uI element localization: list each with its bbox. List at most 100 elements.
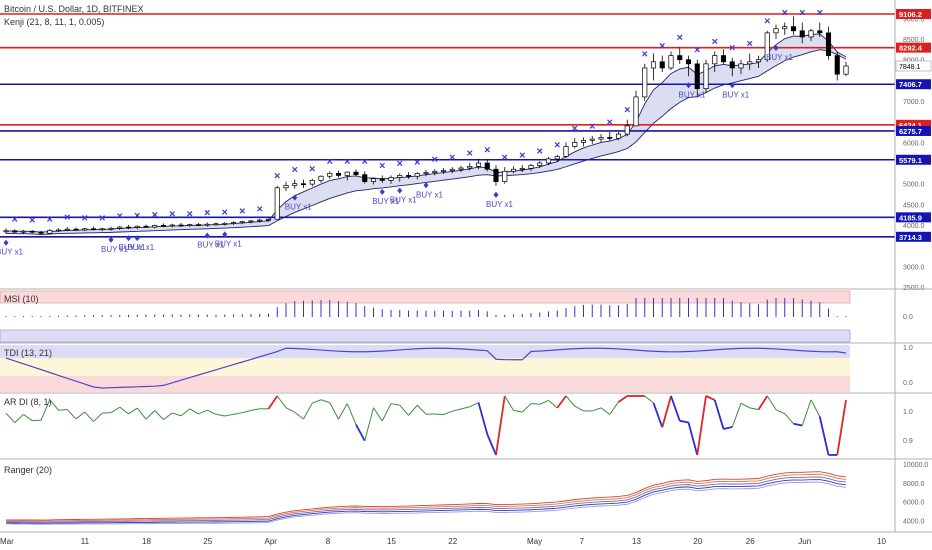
candle-body-20 bbox=[178, 224, 184, 227]
ar-di-segment-52 bbox=[452, 408, 462, 412]
candle-body-45 bbox=[397, 175, 403, 178]
candle-body-53 bbox=[467, 165, 473, 169]
ranger-tick-3: 4000.0 bbox=[903, 519, 925, 526]
ar-di-segment-93 bbox=[810, 399, 821, 417]
candle-body-14 bbox=[125, 226, 132, 229]
candle-body-67 bbox=[589, 138, 595, 141]
signal-x-marker-15 bbox=[134, 212, 140, 219]
candle-body-48 bbox=[423, 172, 429, 174]
candle-body-46 bbox=[405, 175, 412, 177]
price-level-tag-4 bbox=[896, 125, 931, 136]
ar-di-segment-36 bbox=[312, 399, 322, 404]
signal-x-marker-1 bbox=[12, 216, 18, 222]
x-tick-label-9: 7 bbox=[580, 537, 585, 546]
ar-di-segment-89 bbox=[775, 409, 785, 415]
ar-di-segment-17 bbox=[145, 410, 156, 420]
ar-di-segment-69 bbox=[600, 407, 611, 415]
signal-x-marker-59 bbox=[519, 152, 525, 158]
candle-body-90 bbox=[790, 26, 797, 32]
tdi-title: TDI (13, 21) bbox=[4, 348, 52, 358]
y-tick-label-2: 4000.0 bbox=[903, 223, 925, 230]
candle-body-51 bbox=[449, 168, 455, 171]
ar-di-segment-82 bbox=[713, 399, 725, 430]
ar-di-segment-7 bbox=[58, 408, 68, 411]
candle-body-18 bbox=[160, 225, 167, 227]
buy-annotation-7: BUY x1 bbox=[372, 197, 400, 206]
x-tick-label-7: 22 bbox=[448, 537, 457, 546]
ar-di-segment-15 bbox=[128, 407, 138, 415]
signal-x-marker-67 bbox=[589, 123, 595, 129]
ar-di-segment-59 bbox=[513, 409, 523, 413]
candle-body-74 bbox=[650, 61, 657, 69]
candle-body-54 bbox=[475, 162, 482, 167]
candle-body-0 bbox=[3, 230, 9, 233]
candle-body-66 bbox=[580, 139, 587, 143]
ar-di-segment-74 bbox=[644, 395, 654, 404]
signal-x-marker-85 bbox=[747, 40, 753, 47]
y-tick-label-5: 6000.0 bbox=[903, 140, 925, 147]
msi-title: MSI (10) bbox=[4, 294, 39, 304]
candle-body-9 bbox=[82, 228, 88, 231]
ar-di-segment-88 bbox=[766, 395, 777, 411]
ar-di-segment-63 bbox=[548, 400, 558, 409]
ar-di-segment-90 bbox=[784, 413, 794, 425]
ar-di-segment-38 bbox=[329, 402, 339, 420]
ar-di-segment-9 bbox=[75, 411, 86, 420]
candle-body-87 bbox=[764, 32, 770, 61]
candle-body-7 bbox=[64, 228, 70, 231]
ar-di-segment-41 bbox=[355, 424, 366, 442]
tdi-panel: 1.0 0.0 bbox=[0, 345, 913, 392]
signal-x-marker-49 bbox=[432, 156, 438, 162]
candle-body-72 bbox=[633, 96, 639, 127]
candle-body-52 bbox=[458, 167, 464, 170]
candle-body-10 bbox=[90, 228, 97, 231]
candle-body-37 bbox=[327, 173, 333, 177]
ar-di-segment-50 bbox=[434, 413, 444, 416]
x-tick-label-0: Mar bbox=[0, 537, 14, 546]
ar-di-segment-8 bbox=[66, 409, 77, 420]
ar-di-segment-61 bbox=[530, 403, 540, 405]
tdi-mid-zone bbox=[0, 358, 850, 376]
ar-di-title: AR DI (8, 1) bbox=[4, 397, 52, 407]
candle-body-77 bbox=[677, 55, 683, 61]
candle-body-1 bbox=[12, 230, 18, 233]
candle-body-69 bbox=[607, 137, 613, 139]
candle-body-12 bbox=[108, 227, 114, 230]
ar-di-segment-46 bbox=[399, 404, 409, 416]
ar-di-segment-70 bbox=[609, 401, 619, 415]
candle-body-93 bbox=[817, 30, 823, 34]
price-level-tag-0 bbox=[896, 9, 931, 20]
signal-x-marker-27 bbox=[239, 208, 245, 214]
buy-diamond-0 bbox=[3, 239, 9, 246]
last-price-tag bbox=[895, 60, 932, 72]
candle-body-63 bbox=[554, 156, 560, 160]
ar-di-segment-64 bbox=[556, 395, 567, 409]
candle-body-96 bbox=[843, 65, 849, 75]
buy-annotation-3: BUY x1 bbox=[127, 243, 155, 252]
ar-di-segment-84 bbox=[731, 403, 742, 428]
candle-body-82 bbox=[720, 55, 727, 63]
candle-body-56 bbox=[493, 168, 499, 182]
signal-x-marker-17 bbox=[152, 211, 158, 218]
ar-di-segment-32 bbox=[276, 395, 287, 409]
price-level-label-0: 9106.2 bbox=[899, 10, 922, 19]
chart-title: Bitcoin / U.S. Dollar, 1D, BITFINEX bbox=[4, 4, 144, 14]
candle-body-3 bbox=[29, 230, 35, 233]
candle-body-11 bbox=[99, 228, 105, 231]
signal-x-marker-87 bbox=[764, 18, 770, 24]
ar-di-segment-77 bbox=[670, 395, 681, 422]
x-tick-label-5: 8 bbox=[326, 537, 331, 546]
candle-body-4 bbox=[38, 231, 44, 234]
signal-x-marker-9 bbox=[82, 215, 88, 221]
candle-body-25 bbox=[222, 223, 228, 225]
candle-body-44 bbox=[388, 177, 394, 181]
buy-diamond-3 bbox=[134, 235, 140, 242]
candle-body-55 bbox=[484, 162, 490, 170]
candle-body-64 bbox=[563, 146, 569, 157]
ar-di-segment-75 bbox=[652, 402, 664, 428]
candle-body-28 bbox=[248, 220, 254, 223]
price-level-tag-3 bbox=[896, 119, 931, 130]
signal-x-marker-13 bbox=[117, 213, 123, 219]
signal-x-marker-29 bbox=[257, 206, 263, 212]
